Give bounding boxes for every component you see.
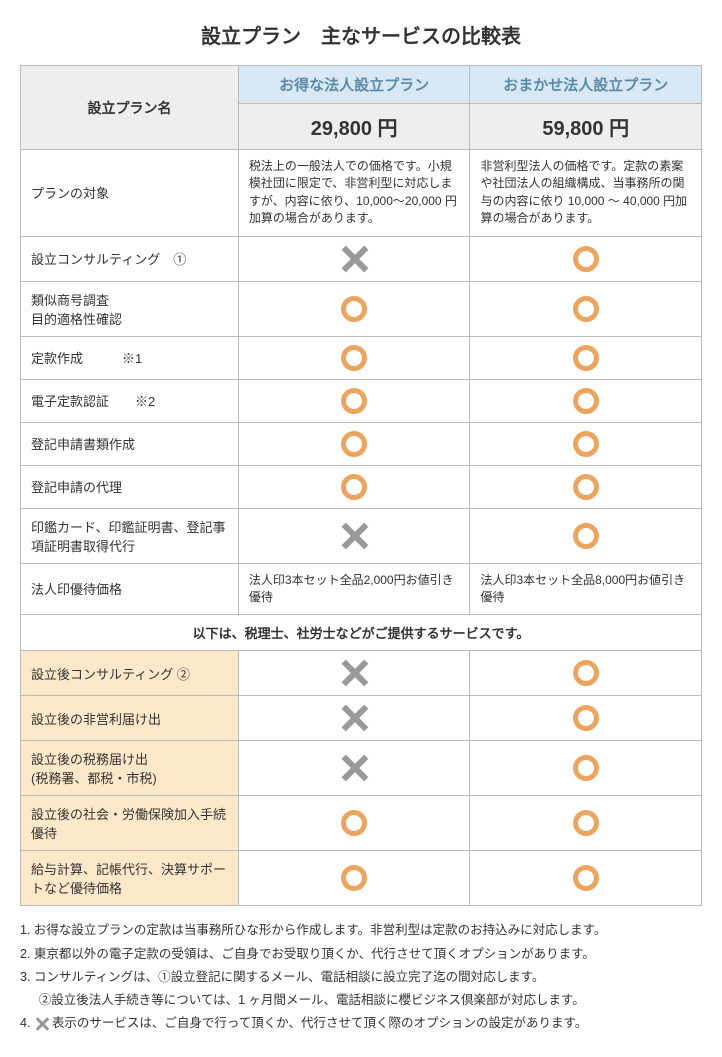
- cell-regdocs-b: [470, 422, 702, 465]
- header-plan-name: 設立プラン名: [21, 66, 239, 150]
- cell-seal-b: [470, 508, 702, 563]
- row-label-regdocs: 登記申請書類作成: [21, 422, 239, 465]
- circle-icon: [573, 431, 599, 457]
- circle-icon: [341, 345, 367, 371]
- cell-articles-b: [470, 336, 702, 379]
- row-label-target: プランの対象: [21, 150, 239, 237]
- row-label-articles: 定款作成 ※1: [21, 336, 239, 379]
- note-4-text: 表示のサービスは、ご自身で行って頂くか、代行させて頂く際のオプションの設定があり…: [52, 1016, 587, 1030]
- row-label-seal: 印鑑カード、印鑑証明書、登記事項証明書取得代行: [21, 508, 239, 563]
- cell-tradename-b: [470, 281, 702, 336]
- circle-icon: [341, 296, 367, 322]
- cell-articles-a: [238, 336, 470, 379]
- note-4-prefix: 4.: [20, 1016, 34, 1030]
- cell-target-b: 非営利型法人の価格です。定款の素案や社団法人の組織構成、当事務所の関与の内容に依…: [470, 150, 702, 237]
- row-label-insurance: 設立後の社会・労働保険加入手続優待: [21, 796, 239, 851]
- cell-sealdiscount-b: 法人印3本セット全品8,000円お値引き優待: [470, 563, 702, 615]
- circle-icon: [573, 660, 599, 686]
- note-3: 3. コンサルティングは、①設立登記に関するメール、電話相談に設立完了迄の間対応…: [20, 967, 702, 988]
- circle-icon: [573, 810, 599, 836]
- header-plan-a: お得な法人設立プラン: [238, 66, 470, 104]
- circle-icon: [341, 431, 367, 457]
- comparison-table: 設立プラン名 お得な法人設立プラン おまかせ法人設立プラン 29,800 円 5…: [20, 65, 702, 906]
- note-2: 2. 東京都以外の電子定款の受領は、ご自身でお受取り頂くか、代行させて頂くオプシ…: [20, 944, 702, 965]
- cross-icon: [340, 659, 368, 687]
- circle-icon: [573, 865, 599, 891]
- circle-icon: [573, 296, 599, 322]
- cell-regdocs-a: [238, 422, 470, 465]
- cell-consulting1-a: [238, 236, 470, 281]
- cell-consulting1-b: [470, 236, 702, 281]
- cross-icon: [340, 754, 368, 782]
- cell-seal-a: [238, 508, 470, 563]
- cell-tradename-a: [238, 281, 470, 336]
- circle-icon: [341, 474, 367, 500]
- cell-insurance-b: [470, 796, 702, 851]
- cell-regproxy-a: [238, 465, 470, 508]
- cell-tax-b: [470, 741, 702, 796]
- circle-icon: [573, 246, 599, 272]
- cross-icon: [36, 1017, 50, 1031]
- cell-nonprofit-a: [238, 696, 470, 741]
- circle-icon: [341, 865, 367, 891]
- cell-earticles-a: [238, 379, 470, 422]
- cell-earticles-b: [470, 379, 702, 422]
- cell-regproxy-b: [470, 465, 702, 508]
- cross-icon: [340, 245, 368, 273]
- row-label-earticles: 電子定款認証 ※2: [21, 379, 239, 422]
- cell-sealdiscount-a: 法人印3本セット全品2,000円お値引き優待: [238, 563, 470, 615]
- header-price-a: 29,800 円: [238, 104, 470, 150]
- row-label-tradename: 類似商号調査 目的適格性確認: [21, 281, 239, 336]
- circle-icon: [341, 810, 367, 836]
- cross-icon: [340, 522, 368, 550]
- circle-icon: [573, 345, 599, 371]
- row-label-consulting2: 設立後コンサルティング ②: [21, 651, 239, 696]
- row-label-nonprofit: 設立後の非営利届け出: [21, 696, 239, 741]
- header-price-b: 59,800 円: [470, 104, 702, 150]
- circle-icon: [573, 755, 599, 781]
- circle-icon: [573, 474, 599, 500]
- row-label-sealdiscount: 法人印優待価格: [21, 563, 239, 615]
- note-1: 1. お得な設立プランの定款は当事務所ひな形から作成します。非営利型は定款のお持…: [20, 920, 702, 941]
- note-3b: ②設立後法人手続き等については、1 ヶ月間メール、電話相談に櫻ビジネス倶楽部が対…: [39, 990, 702, 1011]
- cell-target-a: 税法上の一般法人での価格です。小規模社団に限定で、非営利型に対応しますが、内容に…: [238, 150, 470, 237]
- cell-consulting2-b: [470, 651, 702, 696]
- cell-payroll-a: [238, 851, 470, 906]
- header-plan-b: おまかせ法人設立プラン: [470, 66, 702, 104]
- footnotes: 1. お得な設立プランの定款は当事務所ひな形から作成します。非営利型は定款のお持…: [20, 920, 702, 1034]
- circle-icon: [573, 388, 599, 414]
- row-label-payroll: 給与計算、記帳代行、決算サポートなど優待価格: [21, 851, 239, 906]
- sub-header: 以下は、税理士、社労士などがご提供するサービスです。: [21, 615, 702, 651]
- row-label-regproxy: 登記申請の代理: [21, 465, 239, 508]
- cell-nonprofit-b: [470, 696, 702, 741]
- page-title: 設立プラン 主なサービスの比較表: [20, 20, 702, 49]
- cell-insurance-a: [238, 796, 470, 851]
- cell-tax-a: [238, 741, 470, 796]
- row-label-tax: 設立後の税務届け出 (税務署、都税・市税): [21, 741, 239, 796]
- circle-icon: [573, 705, 599, 731]
- circle-icon: [341, 388, 367, 414]
- cell-consulting2-a: [238, 651, 470, 696]
- row-label-consulting1: 設立コンサルティング ①: [21, 236, 239, 281]
- cross-icon: [340, 704, 368, 732]
- circle-icon: [573, 523, 599, 549]
- cell-payroll-b: [470, 851, 702, 906]
